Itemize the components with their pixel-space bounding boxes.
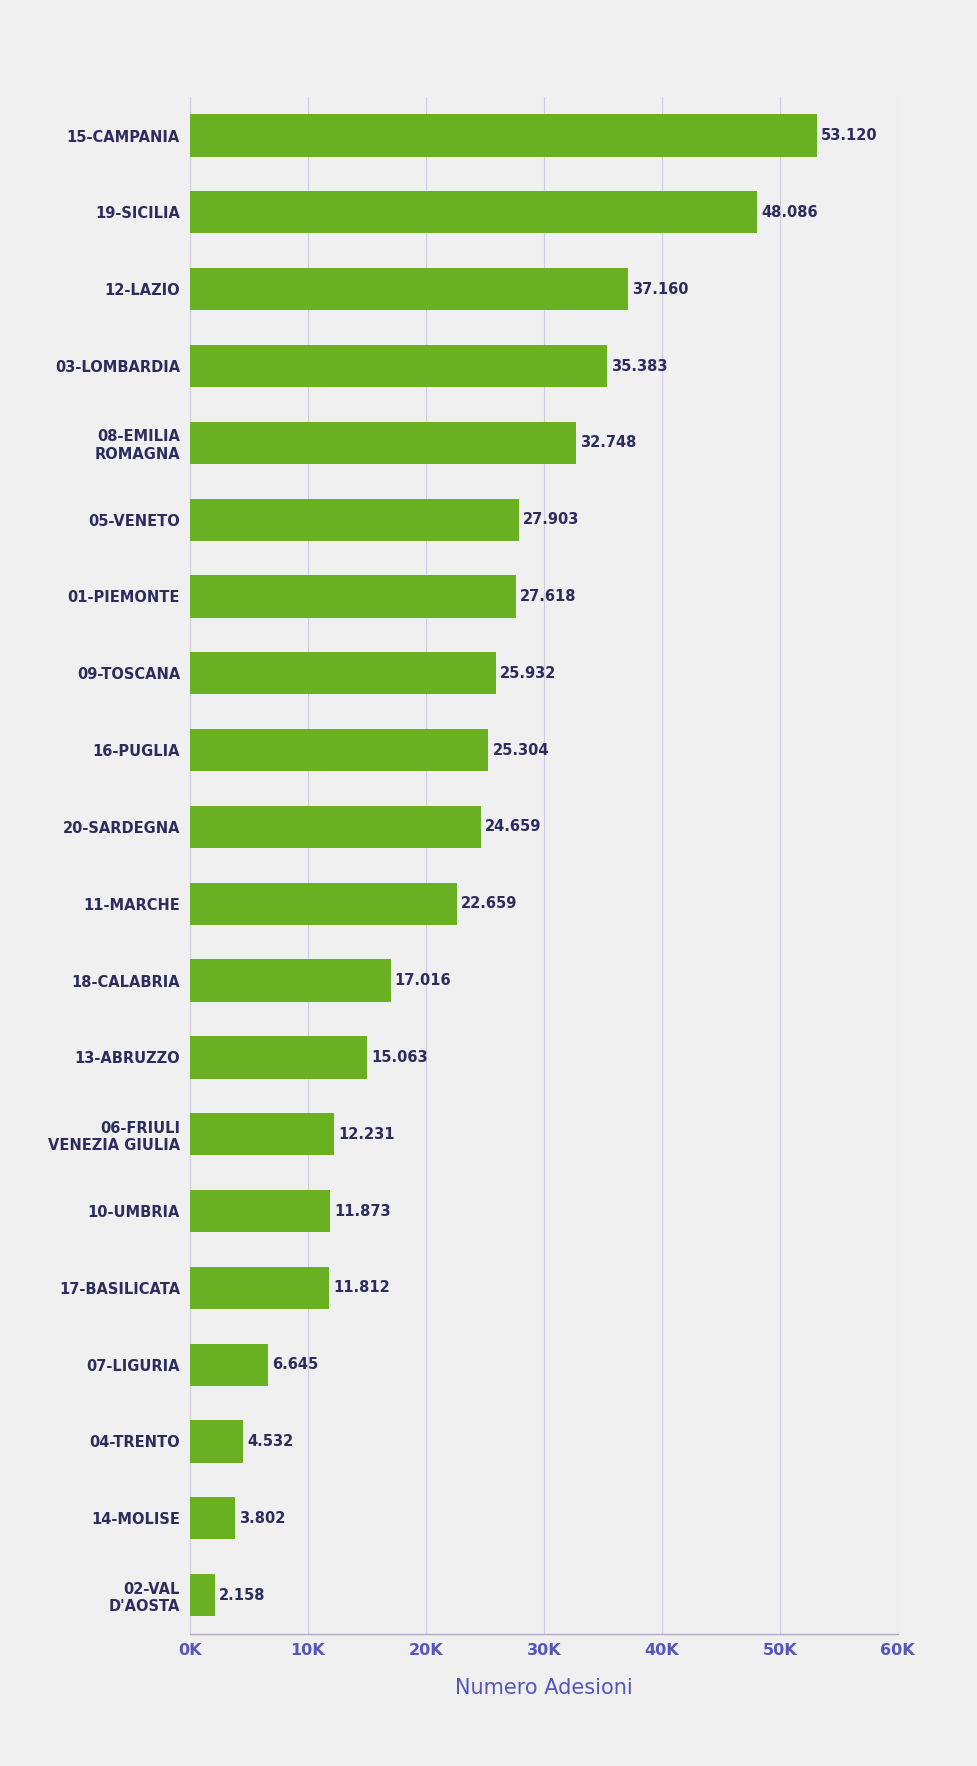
Bar <box>190 805 481 848</box>
Text: 11.873: 11.873 <box>333 1204 390 1219</box>
Text: 15.063: 15.063 <box>371 1051 428 1065</box>
Bar <box>190 883 456 925</box>
Text: 48.086: 48.086 <box>760 205 817 219</box>
Bar <box>190 191 756 233</box>
Bar <box>190 344 607 387</box>
Text: 25.932: 25.932 <box>499 666 556 680</box>
Text: 27.618: 27.618 <box>519 590 575 604</box>
Bar <box>190 1498 234 1540</box>
Bar <box>190 115 816 157</box>
Text: 53.120: 53.120 <box>820 129 876 143</box>
Bar <box>190 1574 215 1616</box>
Text: 2.158: 2.158 <box>219 1588 266 1602</box>
Text: 3.802: 3.802 <box>238 1512 285 1526</box>
Bar <box>190 729 488 772</box>
Bar <box>190 1190 329 1233</box>
Text: 6.645: 6.645 <box>272 1358 319 1372</box>
Text: 32.748: 32.748 <box>579 436 636 450</box>
Bar <box>190 959 390 1001</box>
Text: 12.231: 12.231 <box>338 1127 395 1141</box>
Bar <box>190 652 495 694</box>
Text: 22.659: 22.659 <box>461 897 517 911</box>
Text: 35.383: 35.383 <box>611 358 667 373</box>
Text: 17.016: 17.016 <box>395 973 450 987</box>
Bar <box>190 1113 334 1155</box>
Bar <box>190 1420 243 1462</box>
Text: 24.659: 24.659 <box>485 819 540 834</box>
Text: 25.304: 25.304 <box>492 743 548 758</box>
Bar <box>190 498 519 540</box>
Text: 4.532: 4.532 <box>247 1434 293 1448</box>
Bar <box>190 576 515 618</box>
X-axis label: Numero Adesioni: Numero Adesioni <box>454 1678 632 1697</box>
Bar <box>190 1344 268 1386</box>
Bar <box>190 268 627 311</box>
Bar <box>190 1266 329 1309</box>
Text: 27.903: 27.903 <box>523 512 579 526</box>
Bar <box>190 1037 367 1079</box>
Bar <box>190 422 575 464</box>
Text: 11.812: 11.812 <box>333 1280 390 1294</box>
Text: 37.160: 37.160 <box>632 283 688 297</box>
